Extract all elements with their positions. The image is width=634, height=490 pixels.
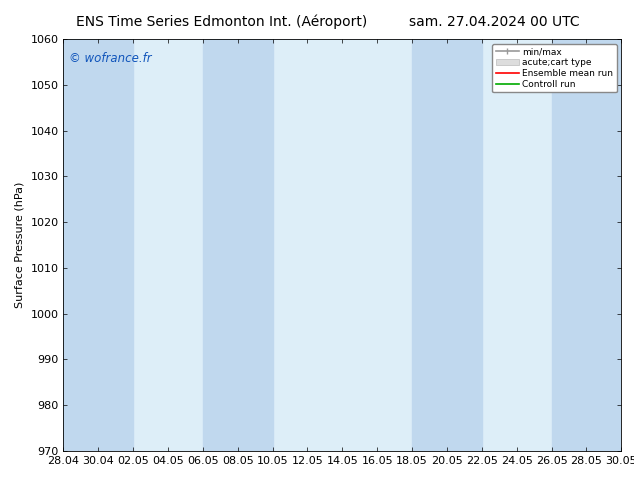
Bar: [586, 39, 621, 451]
Bar: [98, 39, 133, 451]
Bar: [552, 39, 586, 451]
Bar: [238, 39, 273, 451]
Legend: min/max, acute;cart type, Ensemble mean run, Controll run: min/max, acute;cart type, Ensemble mean …: [493, 44, 617, 92]
Text: ENS Time Series Edmonton Int. (Aéroport): ENS Time Series Edmonton Int. (Aéroport): [76, 15, 368, 29]
Bar: [412, 39, 447, 451]
Text: sam. 27.04.2024 00 UTC: sam. 27.04.2024 00 UTC: [409, 15, 580, 29]
Y-axis label: Surface Pressure (hPa): Surface Pressure (hPa): [15, 182, 25, 308]
Text: © wofrance.fr: © wofrance.fr: [69, 51, 152, 65]
Bar: [447, 39, 482, 451]
Bar: [63, 39, 98, 451]
Bar: [203, 39, 238, 451]
